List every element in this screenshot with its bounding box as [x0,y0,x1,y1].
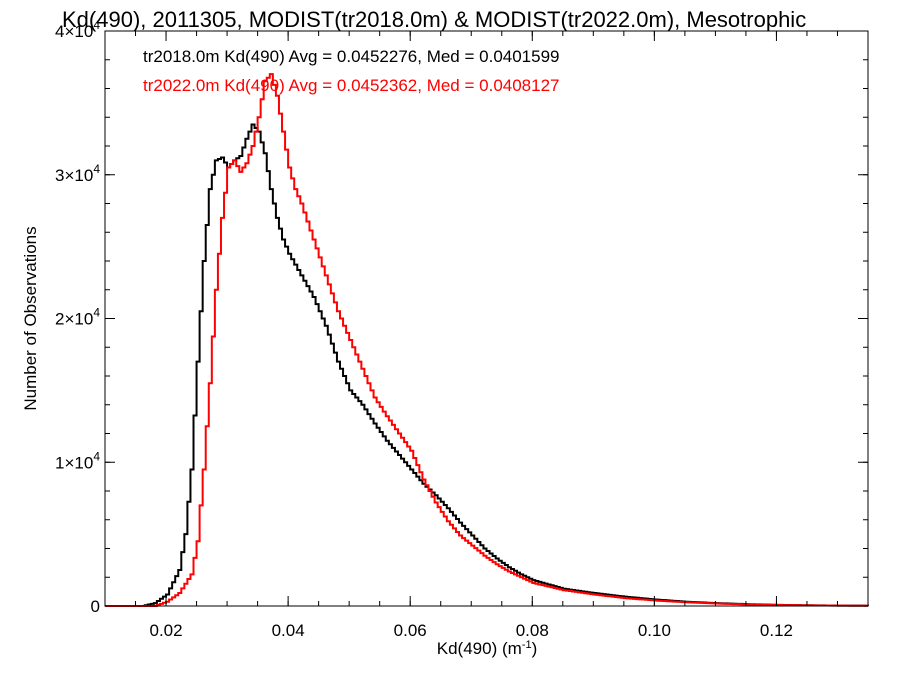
x-tick-label: 0.02 [149,621,182,640]
x-tick-label: 0.10 [638,621,671,640]
legend-entry-0: tr2018.0m Kd(490) Avg = 0.0452276, Med =… [143,47,560,66]
series-group [105,73,869,607]
x-tick-label: 0.04 [272,621,305,640]
legend-entry-1: tr2022.0m Kd(490) Avg = 0.0452362, Med =… [143,76,560,95]
y-axis-label: Number of Observations [21,226,40,410]
x-axis-label: Kd(490) (m-1) [437,639,537,658]
x-tick-label: 0.12 [760,621,793,640]
x-tick-label: 0.08 [516,621,549,640]
legend: tr2018.0m Kd(490) Avg = 0.0452276, Med =… [143,47,560,95]
y-axis: 0 1×104 2×104 3×104 4×104 [55,18,868,616]
series-1-line [105,73,869,607]
chart-title: Kd(490), 2011305, MODIST(tr2018.0m) & MO… [62,7,806,32]
y-tick-label: 3×104 [55,162,100,185]
y-tick-label: 1×104 [55,449,100,472]
y-tick-label: 4×104 [55,18,100,41]
series-0-line [105,123,869,607]
plot-frame [104,30,869,607]
y-tick-label: 2×104 [55,306,100,329]
x-axis: 0.02 0.04 0.06 0.08 0.10 0.12 [104,31,869,640]
x-tick-label: 0.06 [394,621,427,640]
y-tick-label: 0 [91,597,100,616]
